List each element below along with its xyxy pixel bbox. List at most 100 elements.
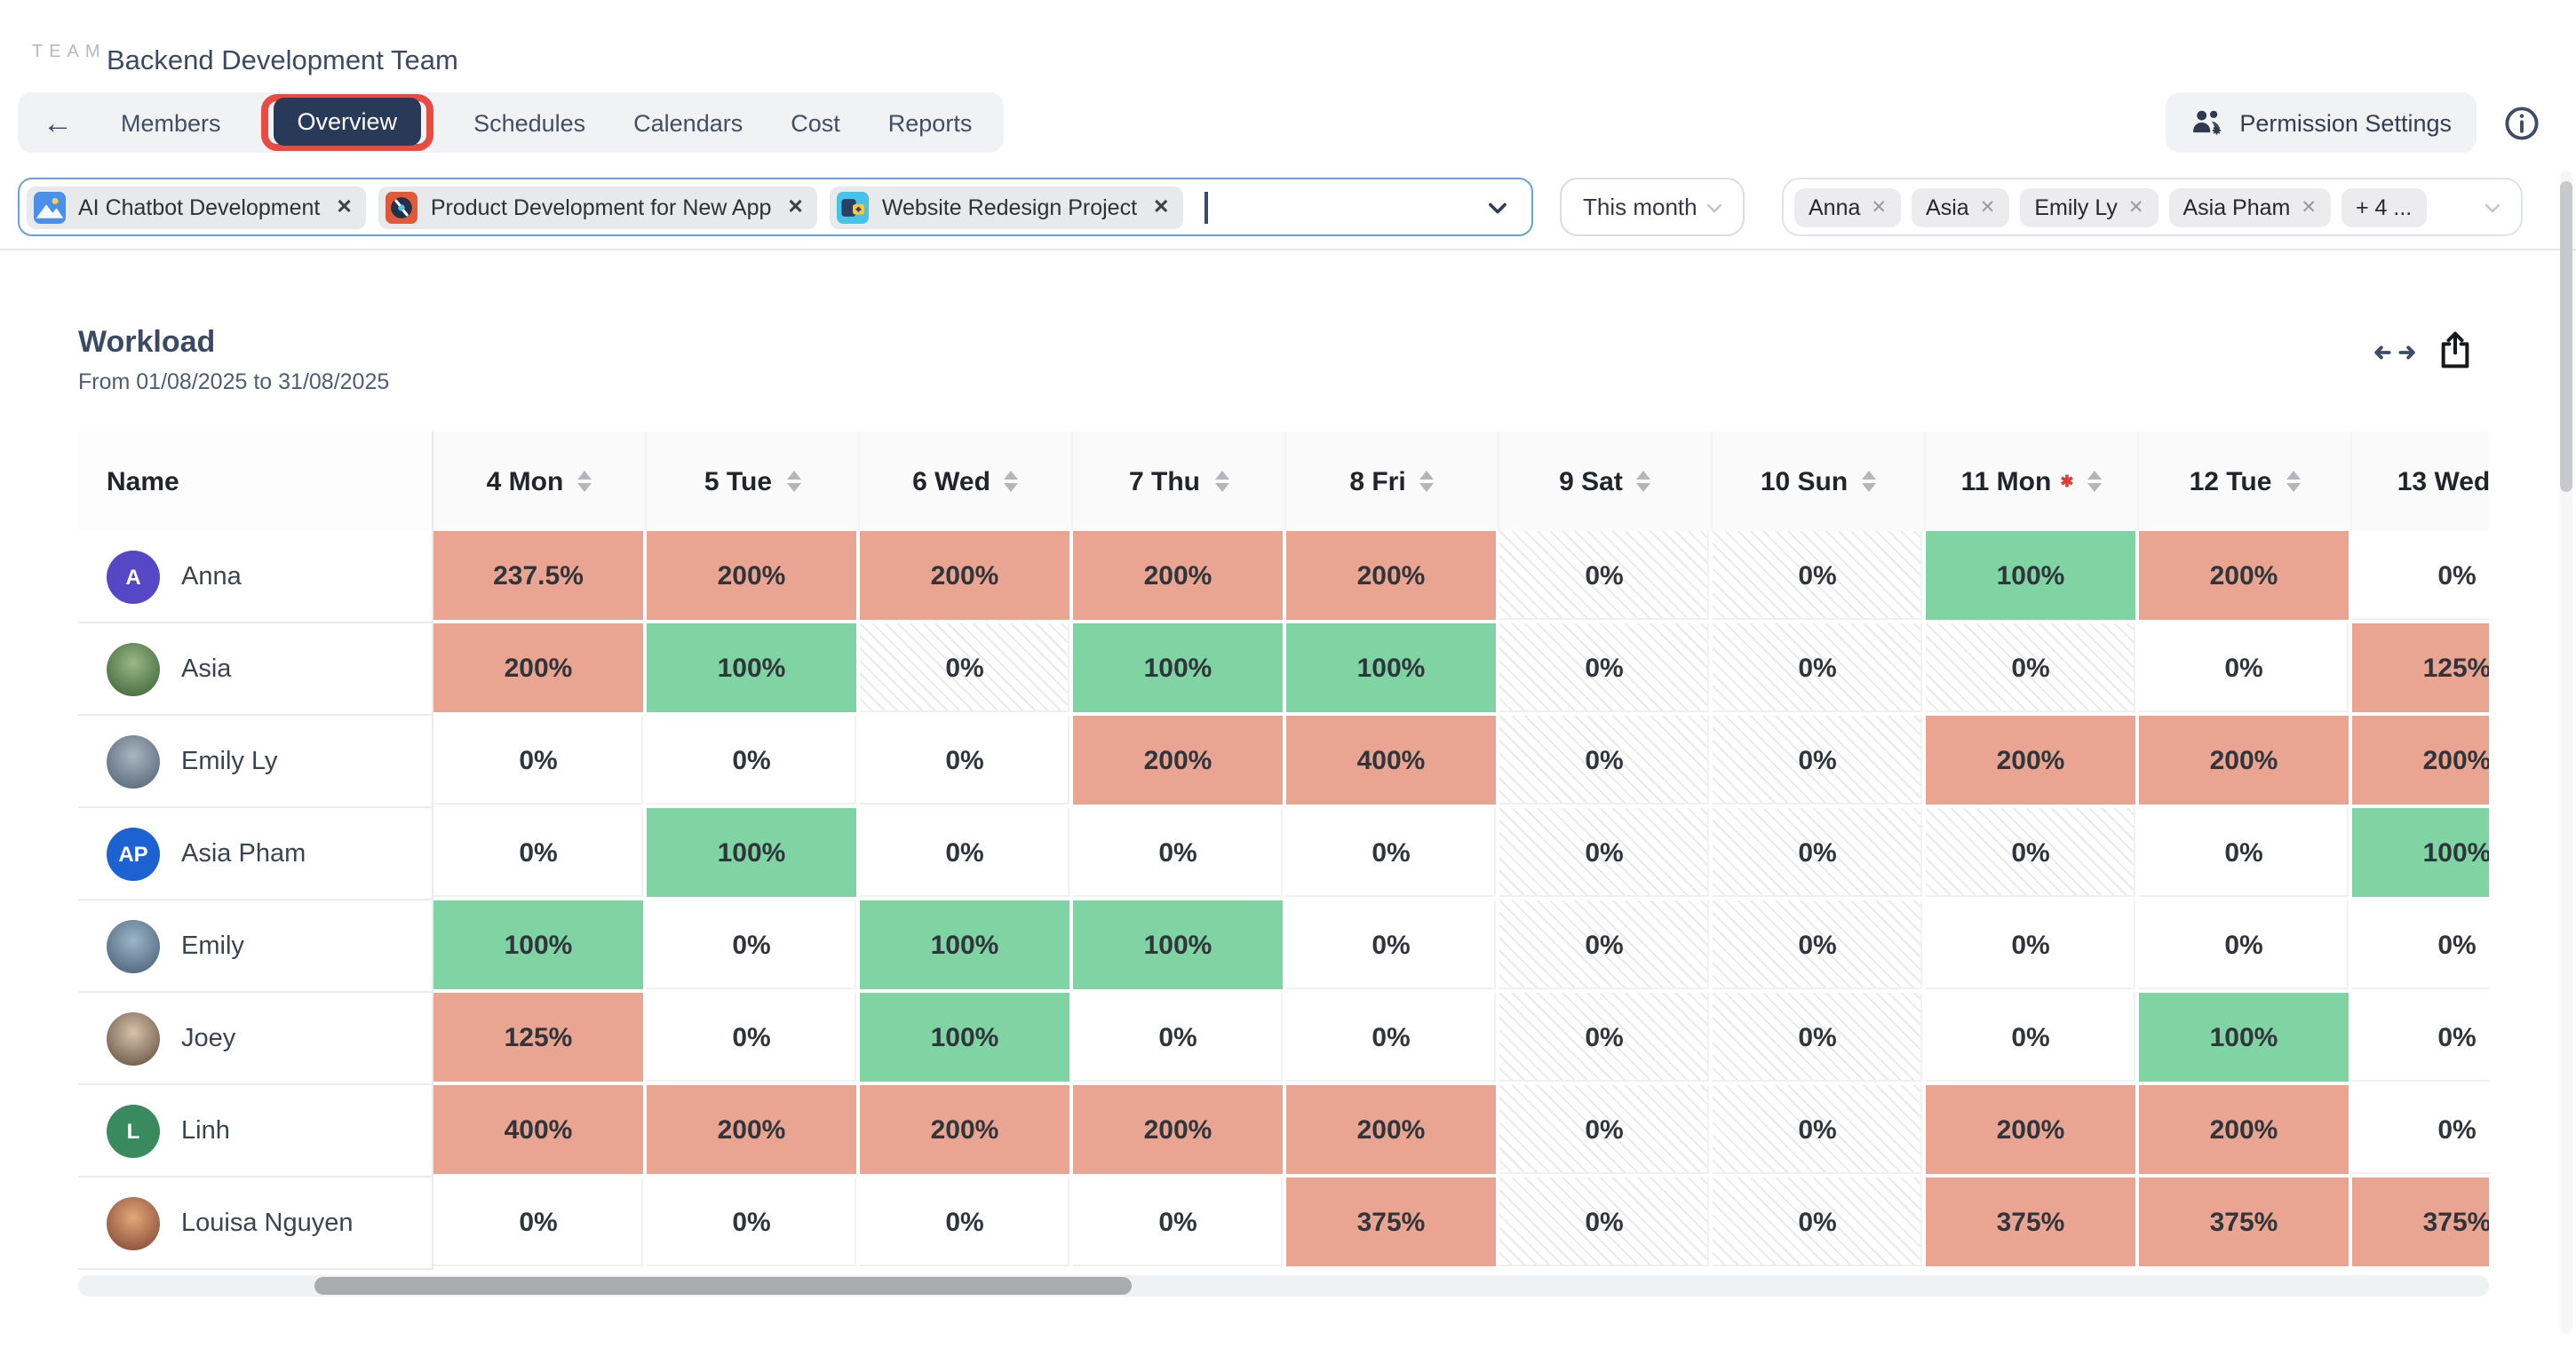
horizontal-scrollbar-thumb[interactable] bbox=[314, 1277, 1132, 1295]
workload-cell: 0% bbox=[1713, 1085, 1926, 1178]
workload-cell: 0% bbox=[1073, 808, 1286, 900]
remove-tag-icon[interactable]: ✕ bbox=[787, 197, 804, 218]
column-header-day[interactable]: 4 Mon bbox=[433, 432, 647, 531]
column-header-day[interactable]: 7 Thu bbox=[1073, 432, 1286, 531]
date-range-select[interactable]: This month bbox=[1560, 178, 1745, 236]
workload-cell: 200% bbox=[1073, 1085, 1286, 1178]
workload-value: 0% bbox=[1798, 837, 1837, 868]
share-export-icon[interactable] bbox=[2437, 330, 2473, 369]
horizontal-scrollbar[interactable] bbox=[78, 1275, 2489, 1296]
workload-cell: 200% bbox=[1073, 531, 1286, 623]
workload-cell: 100% bbox=[860, 900, 1073, 993]
date-range-value: This month bbox=[1583, 194, 1697, 220]
info-icon[interactable] bbox=[2503, 104, 2540, 141]
member-chip[interactable]: Emily Ly ✕ bbox=[2020, 187, 2159, 226]
sort-icon[interactable] bbox=[2087, 471, 2103, 492]
sort-icon[interactable] bbox=[1419, 471, 1435, 492]
sort-icon[interactable] bbox=[1862, 471, 1877, 492]
workload-value: 100% bbox=[2422, 837, 2489, 868]
member-name-cell[interactable]: Asia bbox=[78, 623, 433, 716]
member-chip-label: Emily Ly bbox=[2034, 194, 2118, 219]
workload-value: 200% bbox=[1996, 745, 2065, 775]
member-chip-label: Asia Pham bbox=[2182, 194, 2291, 219]
permission-settings-label: Permission Settings bbox=[2239, 109, 2452, 136]
column-header-day[interactable]: 12 Tue bbox=[2139, 432, 2352, 531]
expand-horizontal-icon[interactable] bbox=[2373, 341, 2416, 364]
member-chip[interactable]: Asia Pham ✕ bbox=[2168, 187, 2331, 226]
remove-chip-icon[interactable]: ✕ bbox=[1871, 196, 1888, 218]
workload-value: 0% bbox=[519, 1207, 558, 1237]
workload-value: 0% bbox=[2224, 837, 2263, 868]
tab-reports[interactable]: Reports bbox=[887, 109, 973, 136]
remove-tag-icon[interactable]: ✕ bbox=[336, 197, 353, 218]
member-name-cell[interactable]: Joey bbox=[78, 993, 433, 1085]
workload-cell: 100% bbox=[860, 993, 1073, 1085]
workload-cell: 100% bbox=[2139, 993, 2352, 1085]
column-header-day[interactable]: 11 Mon ✱ bbox=[1926, 432, 2139, 531]
sort-icon[interactable] bbox=[1004, 471, 1019, 492]
sort-icon[interactable] bbox=[2286, 471, 2301, 492]
back-arrow-icon[interactable]: ← bbox=[43, 106, 73, 139]
permission-settings-button[interactable]: Permission Settings bbox=[2165, 92, 2477, 153]
chevron-down-icon[interactable] bbox=[1485, 194, 1510, 219]
chevron-down-icon[interactable] bbox=[2482, 196, 2503, 218]
member-chip[interactable]: Asia ✕ bbox=[1912, 187, 2010, 226]
tab-cost[interactable]: Cost bbox=[791, 109, 840, 136]
workload-cell: 0% bbox=[433, 1178, 647, 1270]
workload-cell: 0% bbox=[1713, 1178, 1926, 1270]
remove-chip-icon[interactable]: ✕ bbox=[2301, 196, 2317, 218]
workload-value: 100% bbox=[717, 653, 786, 683]
workload-cell: 100% bbox=[647, 808, 860, 900]
column-header-label: 4 Mon bbox=[486, 466, 564, 496]
member-chip-more[interactable]: + 4 ... bbox=[2341, 187, 2427, 226]
member-name-cell[interactable]: Emily bbox=[78, 900, 433, 993]
column-header-day[interactable]: 8 Fri bbox=[1286, 432, 1499, 531]
column-header-day[interactable]: 6 Wed bbox=[860, 432, 1073, 531]
workload-value: 0% bbox=[1585, 560, 1624, 591]
column-header-day[interactable]: 9 Sat bbox=[1499, 432, 1713, 531]
workload-value: 375% bbox=[2422, 1207, 2489, 1237]
workload-value: 0% bbox=[1585, 837, 1624, 868]
workload-table-inner: Name 4 Mon 5 Tue 6 Wed 7 Thu 8 Fri 9 Sat 10 Su… bbox=[78, 432, 2489, 1270]
workload-cell: 200% bbox=[1286, 531, 1499, 623]
workload-cell: 200% bbox=[647, 531, 860, 623]
project-tags-group: AI Chatbot Development ✕ Product Developme… bbox=[27, 186, 1184, 228]
member-name-cell[interactable]: A Anna bbox=[78, 531, 433, 623]
column-header-day[interactable]: 10 Sun bbox=[1713, 432, 1926, 531]
project-tag[interactable]: Website Redesign Project ✕ bbox=[830, 186, 1184, 228]
users-gear-icon bbox=[2190, 108, 2223, 137]
project-tag-label: Website Redesign Project bbox=[881, 194, 1138, 219]
workload-value: 0% bbox=[1798, 930, 1837, 960]
workload-cell: 125% bbox=[2352, 623, 2489, 716]
vertical-scrollbar[interactable] bbox=[2560, 170, 2572, 1334]
sort-icon[interactable] bbox=[1636, 471, 1651, 492]
workload-cell: 125% bbox=[433, 993, 647, 1085]
member-name-cell[interactable]: Emily Ly bbox=[78, 716, 433, 808]
vertical-scrollbar-thumb[interactable] bbox=[2560, 181, 2572, 492]
member-chip[interactable]: Anna ✕ bbox=[1794, 187, 1902, 226]
project-tag[interactable]: Product Development for New App ✕ bbox=[378, 186, 818, 228]
tab-schedules[interactable]: Schedules bbox=[473, 109, 586, 136]
remove-chip-icon[interactable]: ✕ bbox=[2127, 196, 2144, 218]
workload-cell: 200% bbox=[1926, 716, 2139, 808]
remove-tag-icon[interactable]: ✕ bbox=[1153, 197, 1170, 218]
sort-icon[interactable] bbox=[786, 471, 801, 492]
workload-cell: 0% bbox=[1286, 900, 1499, 993]
member-name-cell[interactable]: Louisa Nguyen bbox=[78, 1178, 433, 1270]
tab-overview[interactable]: Overview bbox=[274, 98, 421, 146]
column-header-day[interactable]: 5 Tue bbox=[647, 432, 860, 531]
member-name-cell[interactable]: L Linh bbox=[78, 1085, 433, 1178]
project-tag[interactable]: AI Chatbot Development ✕ bbox=[27, 186, 367, 228]
column-header-day[interactable]: 13 Wed bbox=[2352, 432, 2489, 531]
project-filter-multiselect[interactable]: AI Chatbot Development ✕ Product Developme… bbox=[18, 178, 1533, 236]
sort-icon[interactable] bbox=[1214, 471, 1228, 492]
tab-members[interactable]: Members bbox=[121, 109, 221, 136]
tab-calendars[interactable]: Calendars bbox=[633, 109, 743, 136]
member-name-cell[interactable]: AP Asia Pham bbox=[78, 808, 433, 900]
member-chips-group: Anna ✕ Asia ✕ Emily Ly ✕ Asia Pham ✕ + 4 ... bbox=[1794, 187, 2427, 226]
member-filter-multiselect[interactable]: Anna ✕ Asia ✕ Emily Ly ✕ Asia Pham ✕ + 4 ... bbox=[1782, 178, 2523, 236]
workload-cell: 0% bbox=[2139, 808, 2352, 900]
remove-chip-icon[interactable]: ✕ bbox=[1979, 196, 1996, 218]
workload-cell: 0% bbox=[2352, 531, 2489, 623]
sort-icon[interactable] bbox=[577, 471, 592, 492]
